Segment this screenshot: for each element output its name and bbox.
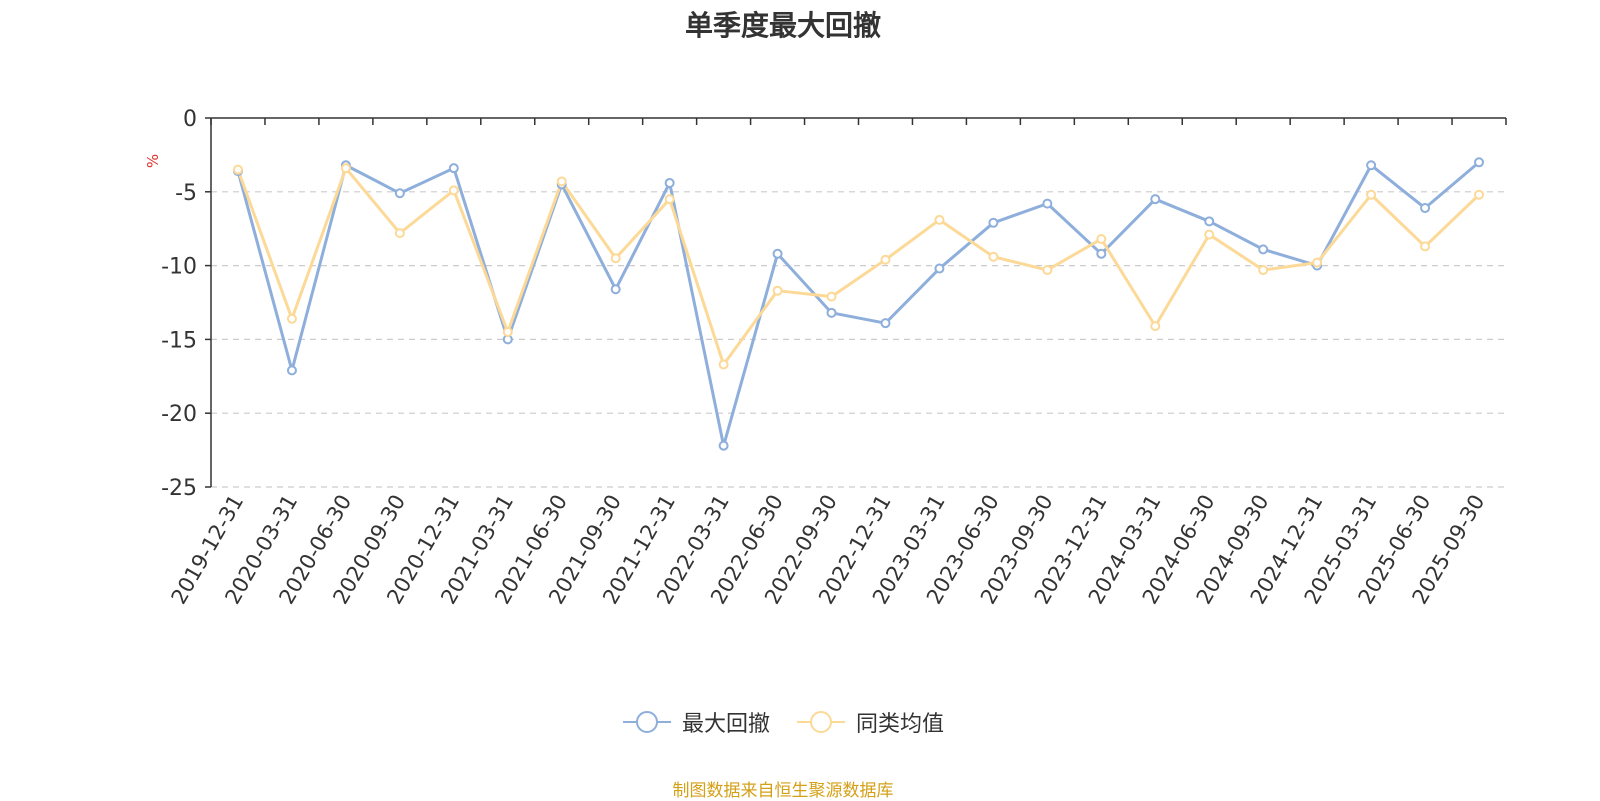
y-tick-label: 0 (183, 107, 197, 132)
series-group (232, 157, 1485, 451)
y-tick-labels: 0 -5 -10 -15 -20 -25 (161, 107, 197, 501)
series-1-point[interactable] (502, 327, 513, 338)
series-1-point[interactable] (1042, 265, 1053, 276)
series-0-point[interactable] (880, 318, 891, 329)
series-0-point[interactable] (1150, 194, 1161, 205)
series-1-point[interactable] (232, 164, 243, 175)
series-0-point[interactable] (826, 307, 837, 318)
axes (205, 117, 1507, 488)
y-tick-label: -20 (161, 402, 197, 427)
series-1-point[interactable] (286, 313, 297, 324)
series-1-point[interactable] (988, 251, 999, 262)
legend-swatch-0 (622, 711, 671, 733)
series-1-point[interactable] (664, 194, 675, 205)
series-0-point[interactable] (772, 248, 783, 259)
series-0-point[interactable] (394, 188, 405, 199)
legend-swatch-1 (797, 711, 845, 733)
source-note: 制图数据来自恒生聚源数据库 (672, 781, 894, 801)
series-1-point[interactable] (1258, 265, 1269, 276)
y-tick-label: -10 (161, 255, 197, 280)
series-line-0 (236, 161, 1480, 448)
series-1-point[interactable] (1204, 229, 1215, 240)
series-1-point[interactable] (1096, 234, 1107, 245)
series-1-point[interactable] (772, 285, 783, 296)
series-0-point[interactable] (664, 177, 675, 188)
series-0-point[interactable] (1204, 216, 1215, 227)
series-0-point[interactable] (718, 440, 729, 451)
series-1-point[interactable] (1474, 189, 1485, 200)
series-0-point[interactable] (1258, 244, 1269, 255)
series-0-point[interactable] (1474, 157, 1485, 168)
series-0-point[interactable] (610, 284, 621, 295)
line-chart: 0 -5 -10 -15 -20 -25 2019-12-312020-03-312020… (161, 107, 1507, 608)
series-1-point[interactable] (448, 185, 459, 196)
series-0-point[interactable] (934, 263, 945, 274)
series-0-point[interactable] (1096, 248, 1107, 259)
legend-label-1: 同类均值 (856, 712, 945, 737)
series-1-point[interactable] (1150, 321, 1161, 332)
series-0-point[interactable] (286, 365, 297, 376)
series-line-1 (236, 166, 1481, 366)
series-1-point[interactable] (394, 228, 405, 239)
series-1-point[interactable] (826, 291, 837, 302)
legend-item-series-0[interactable]: 最大回撤 (622, 706, 770, 738)
series-1-point[interactable] (340, 163, 351, 174)
x-tick-labels: 2019-12-312020-03-312020-06-302020-09-30… (167, 490, 1490, 608)
series-0-point[interactable] (448, 163, 459, 174)
series-1-point[interactable] (610, 253, 621, 264)
series-1-point[interactable] (1366, 189, 1377, 200)
series-1-point[interactable] (718, 359, 729, 370)
series-1-point[interactable] (1420, 241, 1431, 252)
y-tick-label: -15 (161, 328, 197, 353)
grid-lines (211, 191, 1506, 488)
series-0-point[interactable] (1042, 198, 1053, 209)
legend-item-series-1[interactable]: 同类均值 (796, 706, 944, 738)
series-1-point[interactable] (1312, 257, 1323, 268)
y-tick-label: -25 (161, 476, 197, 501)
y-tick-label: -5 (175, 181, 197, 206)
series-0-point[interactable] (1366, 160, 1377, 171)
legend: 最大回撤 同类均值 (0, 706, 1566, 738)
series-1-point[interactable] (934, 214, 945, 225)
chart-title: 单季度最大回撤 (684, 9, 881, 42)
legend-label-0: 最大回撤 (681, 712, 770, 737)
series-1-point[interactable] (556, 176, 567, 187)
series-1-point[interactable] (880, 254, 891, 265)
series-0-point[interactable] (1420, 203, 1431, 214)
series-0-point[interactable] (988, 217, 999, 228)
